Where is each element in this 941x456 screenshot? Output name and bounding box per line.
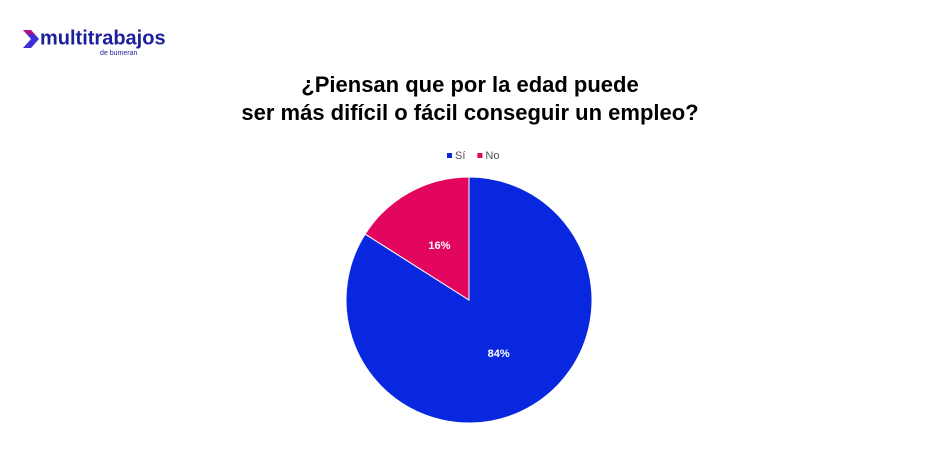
legend-swatch xyxy=(477,153,483,158)
chart-title: ser más difícil o fácil conseguir un emp… xyxy=(241,100,698,125)
chart-title: ¿Piensan que por la edad puede xyxy=(301,72,638,97)
logo-subtext: de bumeran xyxy=(100,50,137,57)
data-label: 84% xyxy=(488,348,510,360)
legend: Sí No xyxy=(447,150,499,162)
legend-label: Sí xyxy=(455,150,465,162)
data-label: 16% xyxy=(428,240,450,252)
logo-text: multitrabajos xyxy=(40,27,166,49)
logo-icon-accent xyxy=(23,30,35,35)
legend-label: No xyxy=(485,150,499,162)
logo: multitrabajos de bumeran xyxy=(23,27,166,57)
pie-slice xyxy=(364,176,470,301)
pie: 84% 16% xyxy=(345,176,593,424)
legend-swatch xyxy=(447,153,452,158)
